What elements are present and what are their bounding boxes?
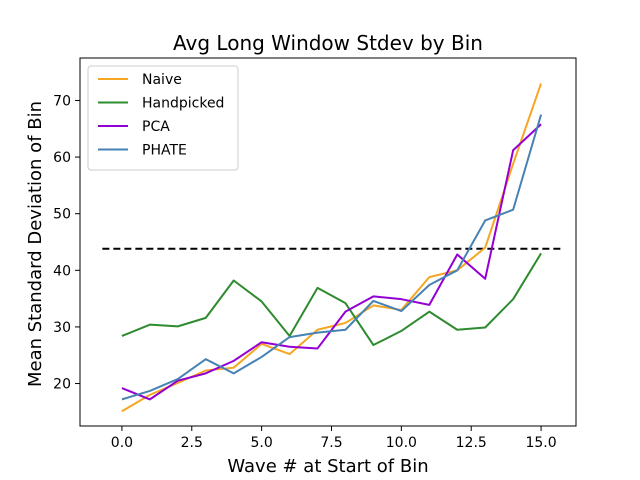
legend-label-phate: PHATE <box>142 143 187 159</box>
x-axis-label: Wave # at Start of Bin <box>227 456 428 477</box>
y-tick-label: 40 <box>53 263 71 279</box>
series-line-phate <box>121 114 543 401</box>
legend-label-naive: Naive <box>142 72 182 88</box>
x-tick-label: 5.0 <box>251 435 273 451</box>
legend-box <box>87 65 239 171</box>
y-tick-label: 20 <box>53 377 71 393</box>
x-tick-label: 12.5 <box>456 435 487 451</box>
legend-label-pca: PCA <box>142 119 170 135</box>
x-tick-label: 0.0 <box>111 435 133 451</box>
x-tick-label: 10.0 <box>386 435 417 451</box>
y-axis-label: Mean Standard Deviation of Bin <box>25 101 46 387</box>
x-tick-label: 15.0 <box>525 435 556 451</box>
legend: Naive Handpicked PCA PHATE <box>87 65 239 171</box>
plot-area <box>102 83 561 413</box>
x-tick-label: 7.5 <box>320 435 342 451</box>
y-tick-label: 30 <box>53 320 71 336</box>
legend-label-handpicked: Handpicked <box>142 96 224 112</box>
y-tick-label: 50 <box>53 207 71 223</box>
y-tick-label: 70 <box>53 93 71 109</box>
series-line-handpicked <box>121 252 542 347</box>
chart-title: Avg Long Window Stdev by Bin <box>173 31 483 55</box>
plot-frame <box>79 57 577 427</box>
y-tick-label: 60 <box>53 150 71 166</box>
y-axis: 20 30 40 50 60 70 <box>53 93 80 393</box>
series-line-pca <box>121 123 542 401</box>
x-axis: 0.0 2.5 5.0 7.5 10.0 12.5 15.0 <box>111 426 557 451</box>
x-tick-label: 2.5 <box>181 435 203 451</box>
